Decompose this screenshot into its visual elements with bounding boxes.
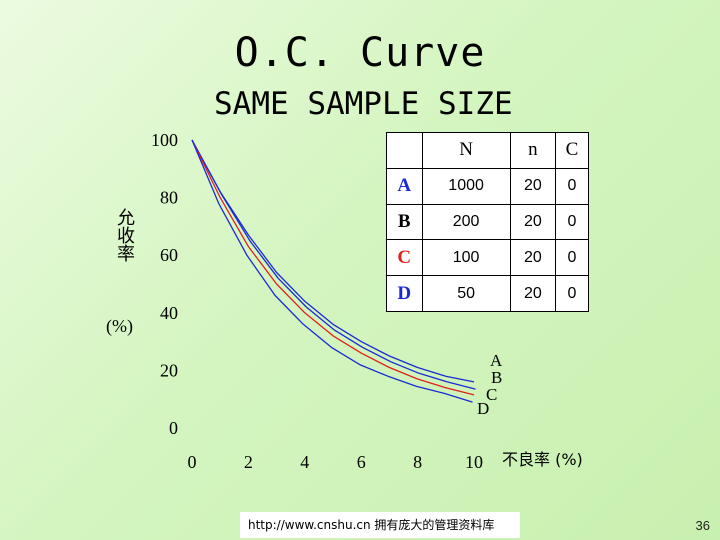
chart-subtitle: SAME SAMPLE SIZE <box>214 86 513 122</box>
acceptance-number-cell: 0 <box>554 203 590 241</box>
x-tick-label: 8 <box>413 452 422 472</box>
curve-label: C <box>486 385 497 404</box>
table-row: C 100 20 0 <box>386 239 590 277</box>
table-header-cell: N <box>421 132 511 169</box>
sampling-plan-table: N n C A 1000 20 0 B 200 20 0 C 100 20 0 … <box>386 132 590 312</box>
y-axis-unit: (%) <box>106 316 133 336</box>
chart-title: O.C. Curve <box>234 30 486 76</box>
sample-size-cell: 20 <box>509 275 556 312</box>
y-tick-label: 80 <box>160 188 178 208</box>
curve-d <box>191 139 473 403</box>
row-label: C <box>386 239 423 277</box>
table-header-cell: n <box>509 132 556 169</box>
x-tick-label: 4 <box>300 452 309 472</box>
curve-c <box>191 139 475 396</box>
table-header-cell <box>386 132 423 169</box>
x-axis-label: 不良率 (%) <box>502 450 583 469</box>
x-tick-label: 6 <box>357 452 366 472</box>
lot-size-cell: 1000 <box>421 167 511 205</box>
acceptance-number-cell: 0 <box>554 239 590 277</box>
y-tick-label: 20 <box>160 360 178 380</box>
y-tick-label: 40 <box>160 303 178 323</box>
curve-label: A <box>490 351 503 370</box>
x-tick-label: 0 <box>188 452 197 472</box>
table-row: A 1000 20 0 <box>386 167 590 205</box>
lot-size-cell: 100 <box>421 239 511 277</box>
sample-size-cell: 20 <box>509 203 556 241</box>
y-axis-label: 允收率 <box>114 208 135 262</box>
table-row: D 50 20 0 <box>386 275 590 312</box>
row-label: D <box>386 275 423 312</box>
y-tick-label: 60 <box>160 245 178 265</box>
lot-size-cell: 50 <box>421 275 511 312</box>
curve-label: B <box>491 368 502 387</box>
table-row: B 200 20 0 <box>386 203 590 241</box>
y-tick-label: 0 <box>169 418 178 438</box>
table-header-cell: C <box>554 132 590 169</box>
x-tick-label: 10 <box>465 452 483 472</box>
footer-url: http://www.cnshu.cn 拥有庞大的管理资料库 <box>240 512 520 538</box>
row-label: A <box>386 167 423 205</box>
lot-size-cell: 200 <box>421 203 511 241</box>
x-tick-label: 2 <box>244 452 253 472</box>
table-header-row: N n C <box>386 132 590 169</box>
row-label: B <box>386 203 423 241</box>
acceptance-number-cell: 0 <box>554 275 590 312</box>
sample-size-cell: 20 <box>509 239 556 277</box>
curve-b <box>191 139 476 390</box>
curve-label: D <box>477 399 489 418</box>
acceptance-number-cell: 0 <box>554 167 590 205</box>
page-number: 36 <box>695 518 710 533</box>
curve-a <box>191 139 475 383</box>
sample-size-cell: 20 <box>509 167 556 205</box>
y-tick-label: 100 <box>151 130 178 150</box>
